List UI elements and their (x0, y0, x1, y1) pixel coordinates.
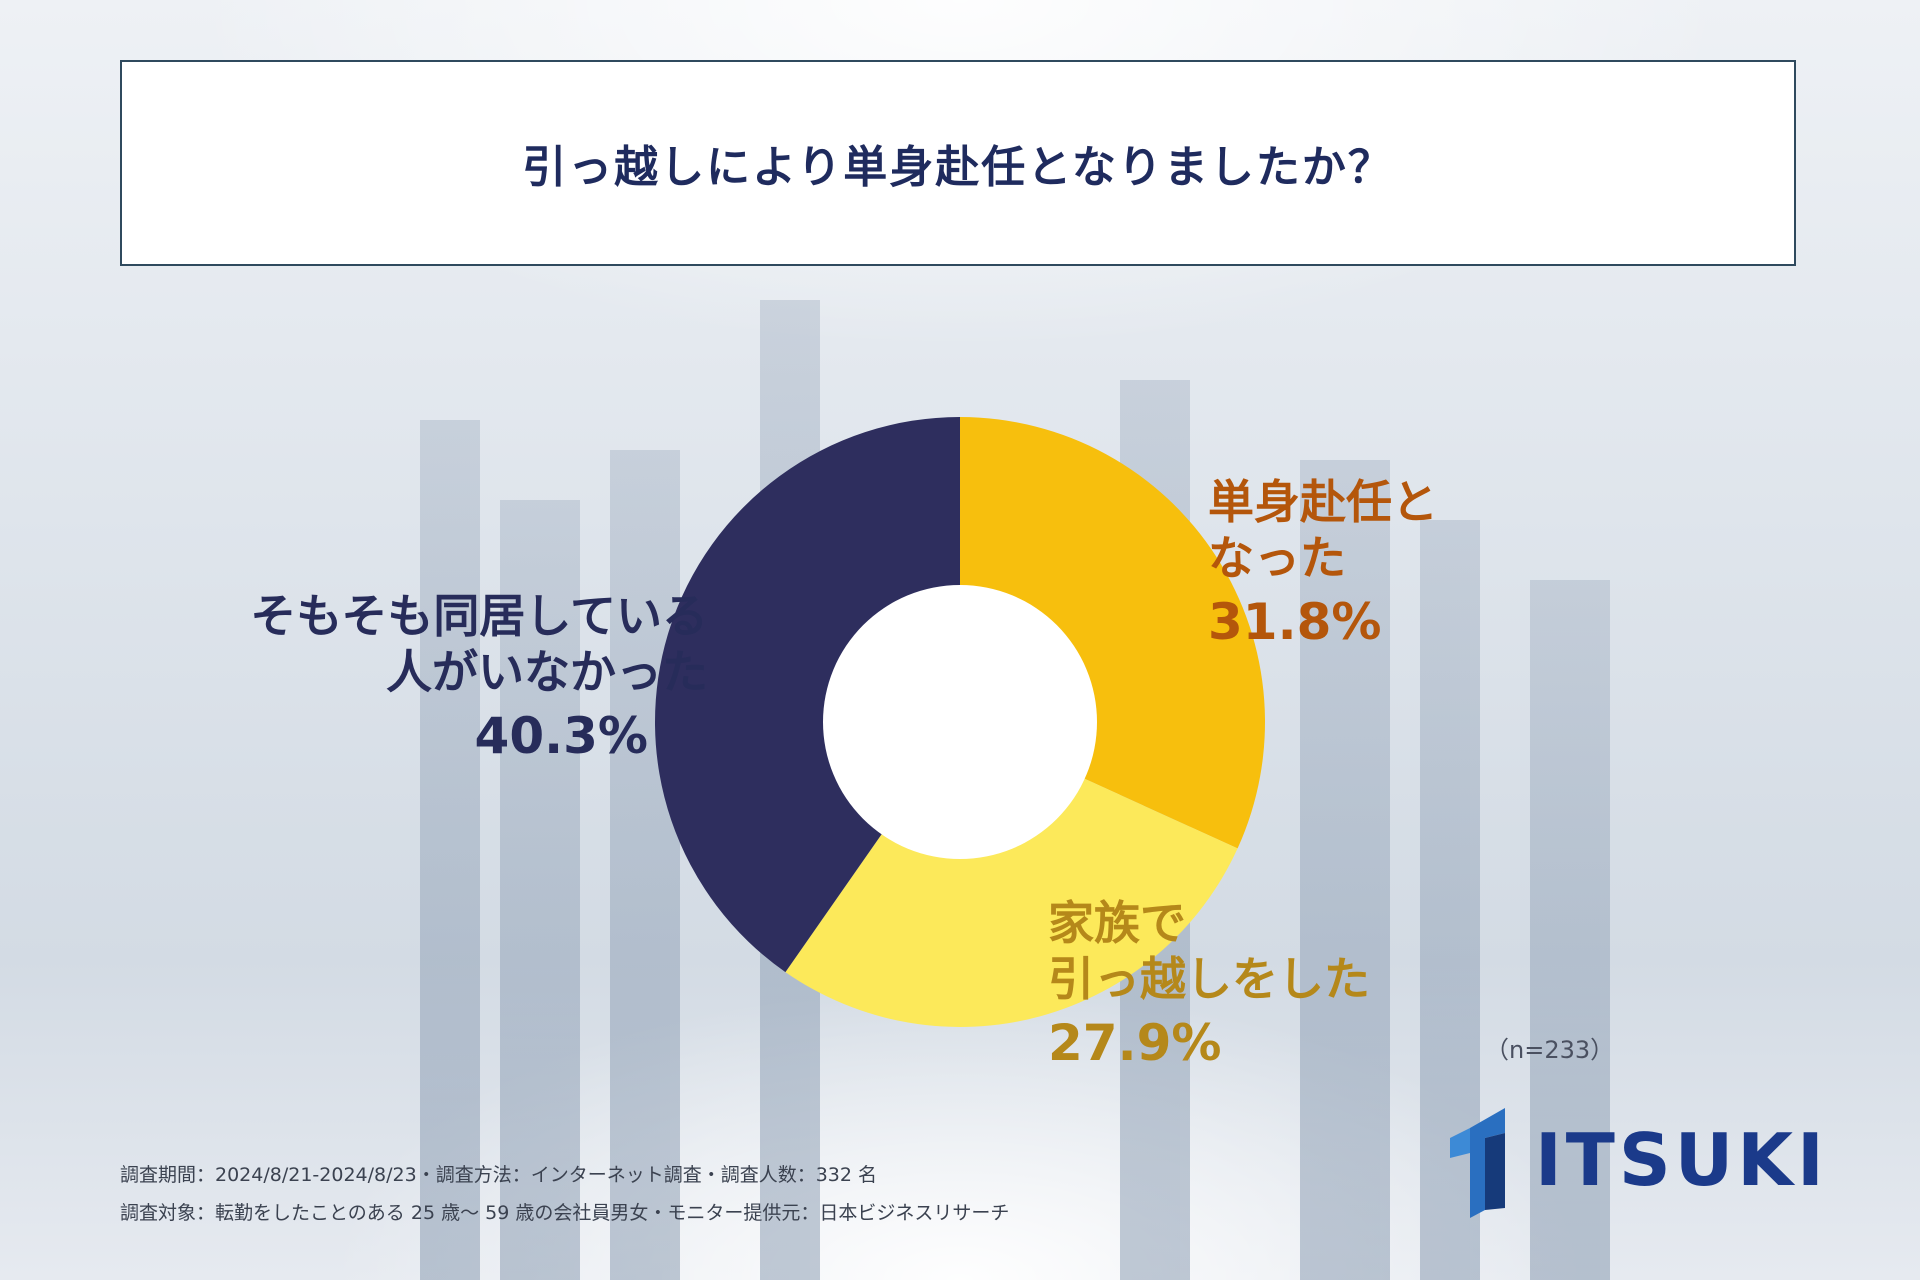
label-family-value: 27.9% (1048, 1014, 1222, 1073)
logo-text: ITSUKI (1535, 1118, 1828, 1202)
background-building (610, 450, 680, 1280)
donut-hole (823, 585, 1097, 859)
survey-note-target: 調査対象：転勤をしたことのある 25 歳〜 59 歳の会社員男女・モニター提供元… (120, 1202, 1010, 1224)
label-solo-line1: 単身赴任と (1208, 475, 1438, 529)
label-none-line1: そもそも同居している (250, 589, 708, 643)
label-family-line1: 家族で (1048, 896, 1186, 950)
sample-size: （n=233） (1485, 1036, 1615, 1064)
label-family-line2: 引っ越しをした (1048, 952, 1370, 1007)
itsuki-logo-icon (1450, 1108, 1505, 1218)
background-building (1300, 460, 1390, 1280)
label-solo-value: 31.8% (1208, 593, 1382, 652)
background-building (500, 500, 580, 1280)
slice-family-move (785, 722, 1238, 1027)
label-solo-line2: なった (1208, 531, 1346, 586)
label-family-move: 家族で 引っ越しをした 27.9% (1048, 895, 1468, 1074)
chart-title: 引っ越しにより単身赴任となりましたか？ (522, 142, 1394, 193)
label-none-line2: 人がいなかった (386, 645, 708, 700)
background-building (1530, 580, 1610, 1280)
label-no-cohabitant: そもそも同居している 人がいなかった 40.3% (228, 588, 708, 767)
survey-note-period: 調査期間：2024/8/21-2024/8/23・調査方法：インターネット調査・… (120, 1164, 878, 1186)
label-solo-transfer: 単身赴任と なった 31.8% (1208, 474, 1528, 653)
background-building (420, 420, 480, 1280)
label-none-value: 40.3% (474, 707, 648, 766)
slice-no-cohabitant (654, 417, 960, 973)
title-box: 引っ越しにより単身赴任となりましたか？ (120, 60, 1796, 266)
